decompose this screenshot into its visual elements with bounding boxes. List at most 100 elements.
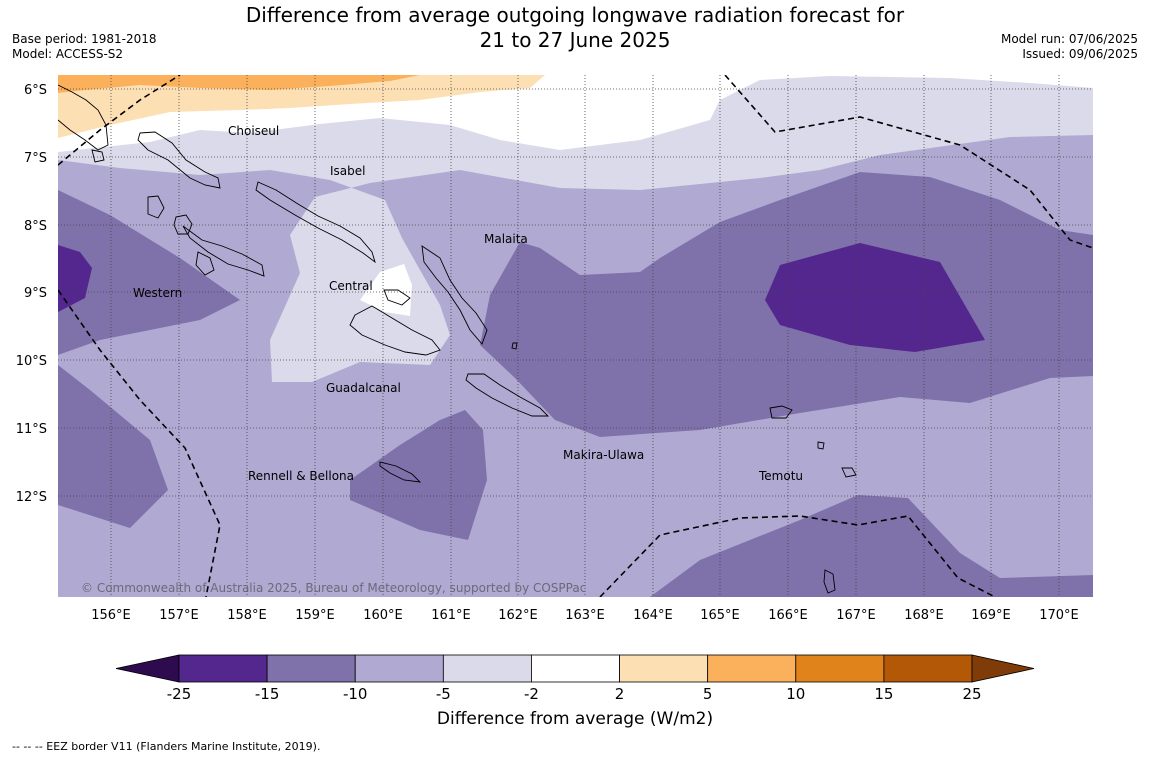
- contour-band-dark-purple-east: [765, 243, 985, 352]
- colorbar-tick-label: 15: [874, 685, 893, 700]
- colorbar-tick-label: 25: [962, 685, 981, 700]
- province-label-makira-ulawa: Makira-Ulawa: [563, 448, 644, 462]
- colorbar-tick-label: 2: [615, 685, 625, 700]
- vanikoro-island: [841, 467, 857, 478]
- lon-tick-label: 166°E: [768, 608, 808, 623]
- torres-islands-coast: [823, 569, 836, 594]
- coastlines: [58, 84, 857, 594]
- lon-tick-label: 161°E: [431, 608, 471, 623]
- map-plot: Choiseul Isabel Malaita Western Central …: [58, 75, 1093, 597]
- lon-tick-label: 164°E: [633, 608, 673, 623]
- bougainville-coast: [58, 84, 109, 151]
- makira-island: [465, 373, 550, 417]
- lat-axis: 6°S 7°S 8°S 9°S 10°S 11°S 12°S: [16, 83, 47, 505]
- contour-band-orange: [58, 75, 420, 93]
- colorbar-segment: [795, 654, 885, 683]
- lat-tick-label: 10°S: [16, 354, 47, 369]
- graticule: [58, 75, 1093, 597]
- contour-band-light-orange: [58, 75, 545, 138]
- colorbar-label: Difference from average (W/m2): [436, 709, 714, 729]
- province-label-central: Central: [329, 279, 373, 293]
- isabel-island: [255, 181, 376, 264]
- colorbar: -25 -15 -10 -5 -2 2 5 10 15 25: [115, 654, 1035, 700]
- contour-band-medium-purple-south: [650, 495, 1093, 597]
- lat-tick-label: 7°S: [24, 151, 47, 166]
- colorbar-segment: [619, 654, 709, 683]
- contour-band-dark-purple-west: [58, 245, 92, 312]
- province-labels: Choiseul Isabel Malaita Western Central …: [133, 124, 803, 483]
- colorbar-ticks: -25 -15 -10 -5 -2 2 5 10 15 25: [167, 685, 982, 700]
- lon-tick-label: 163°E: [565, 608, 605, 623]
- lat-tick-label: 9°S: [24, 286, 47, 301]
- colorbar-extend-low: [115, 654, 180, 683]
- colorbar-segment: [266, 654, 356, 683]
- utupua-island: [817, 441, 825, 450]
- province-label-western: Western: [133, 286, 182, 300]
- nggela-islands: [383, 289, 411, 306]
- colorbar-extend-high: [971, 654, 1035, 683]
- eez-legend-note: -- -- -- EEZ border V11 (Flanders Marine…: [12, 740, 321, 753]
- issued-text: Issued: 09/06/2025: [1022, 47, 1138, 61]
- lat-tick-label: 11°S: [16, 422, 47, 437]
- colorbar-tick-label: 5: [703, 685, 713, 700]
- ranongga-island: [147, 195, 165, 219]
- lat-tick-label: 12°S: [16, 490, 47, 505]
- meta-right: Model run: 07/06/2025 Issued: 09/06/2025: [1001, 32, 1138, 62]
- province-label-rennell-bellona: Rennell & Bellona: [248, 469, 354, 483]
- shortland-islands: [91, 149, 105, 163]
- malaita-island: [421, 245, 488, 345]
- title-line-1: Difference from average outgoing longwav…: [245, 3, 905, 27]
- colorbar-segment: [707, 654, 797, 683]
- lon-tick-label: 159°E: [295, 608, 335, 623]
- base-period-text: Base period: 1981-2018: [12, 32, 157, 46]
- colorbar-tick-label: -15: [255, 685, 280, 700]
- meta-left: Base period: 1981-2018 Model: ACCESS-S2: [12, 32, 157, 62]
- colorbar-segment: [178, 654, 268, 683]
- vella-lavella-island: [173, 214, 193, 235]
- province-label-temotu: Temotu: [758, 469, 803, 483]
- lon-tick-label: 160°E: [363, 608, 403, 623]
- lon-tick-label: 167°E: [836, 608, 876, 623]
- contour-band-medium-purple-west: [58, 190, 240, 355]
- copyright-text: © Commonwealth of Australia 2025, Bureau…: [81, 581, 586, 595]
- lon-tick-label: 169°E: [971, 608, 1011, 623]
- contour-band-medium-purple-mid: [350, 410, 487, 540]
- colorbar-segment: [883, 654, 973, 683]
- lon-axis: 156°E 157°E 158°E 159°E 160°E 161°E 162°…: [91, 608, 1079, 623]
- colorbar-segment: [442, 654, 532, 683]
- colorbar-tick-label: -5: [436, 685, 451, 700]
- lon-tick-label: 157°E: [159, 608, 199, 623]
- eez-line: [58, 289, 221, 597]
- colorbar-tick-label: 10: [786, 685, 805, 700]
- contour-band-light: [58, 75, 1093, 382]
- chart-title: Difference from average outgoing longwav…: [0, 3, 1150, 53]
- lon-tick-label: 170°E: [1039, 608, 1079, 623]
- province-label-isabel: Isabel: [330, 164, 365, 178]
- guadalcanal-island: [349, 305, 441, 356]
- map-figure: Choiseul Isabel Malaita Western Central …: [16, 75, 1093, 700]
- eez-line: [724, 75, 1093, 249]
- model-text: Model: ACCESS-S2: [12, 47, 124, 61]
- colorbar-tick-label: -25: [167, 685, 192, 700]
- lat-tick-label: 6°S: [24, 83, 47, 98]
- choiseul-island: [137, 131, 221, 189]
- small-island: [511, 342, 518, 350]
- province-label-malaita: Malaita: [484, 232, 528, 246]
- lon-tick-label: 162°E: [498, 608, 538, 623]
- rendova-island: [195, 251, 215, 276]
- colorbar-tick-label: -2: [524, 685, 539, 700]
- contour-band-medium-purple-sw: [58, 365, 168, 528]
- province-label-guadalcanal: Guadalcanal: [326, 381, 401, 395]
- lat-tick-label: 8°S: [24, 219, 47, 234]
- province-label-choiseul: Choiseul: [228, 124, 279, 138]
- colorbar-segment: [354, 654, 444, 683]
- lon-tick-label: 156°E: [91, 608, 131, 623]
- title-line-2: 21 to 27 June 2025: [479, 28, 671, 52]
- colorbar-tick-label: -10: [343, 685, 368, 700]
- colorbar-segments: [115, 654, 1035, 683]
- lon-tick-label: 158°E: [227, 608, 267, 623]
- rennell-island: [379, 461, 422, 483]
- new-georgia-islands: [182, 225, 265, 277]
- model-run-text: Model run: 07/06/2025: [1000, 32, 1138, 46]
- eez-border: [58, 75, 1093, 597]
